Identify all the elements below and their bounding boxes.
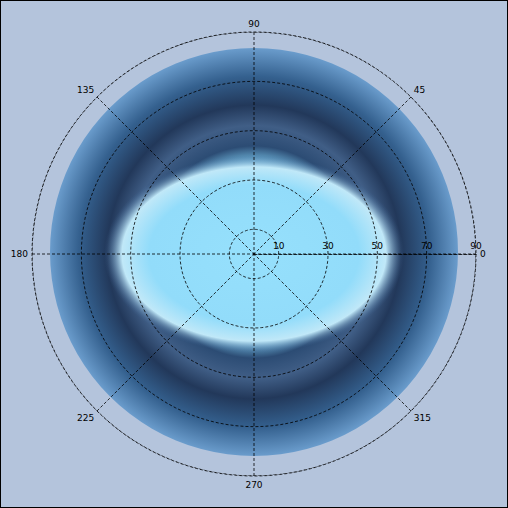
svg-text:70: 70 xyxy=(421,241,433,251)
svg-text:10: 10 xyxy=(273,241,285,251)
svg-text:30: 30 xyxy=(322,241,334,251)
svg-text:0: 0 xyxy=(480,249,486,259)
svg-text:45: 45 xyxy=(414,85,425,95)
svg-text:315: 315 xyxy=(414,413,431,423)
svg-text:180: 180 xyxy=(11,249,28,259)
svg-text:50: 50 xyxy=(372,241,384,251)
svg-text:90: 90 xyxy=(470,241,482,251)
svg-text:270: 270 xyxy=(245,480,262,490)
svg-text:90: 90 xyxy=(248,19,260,29)
svg-text:135: 135 xyxy=(77,85,94,95)
svg-text:225: 225 xyxy=(77,413,94,423)
